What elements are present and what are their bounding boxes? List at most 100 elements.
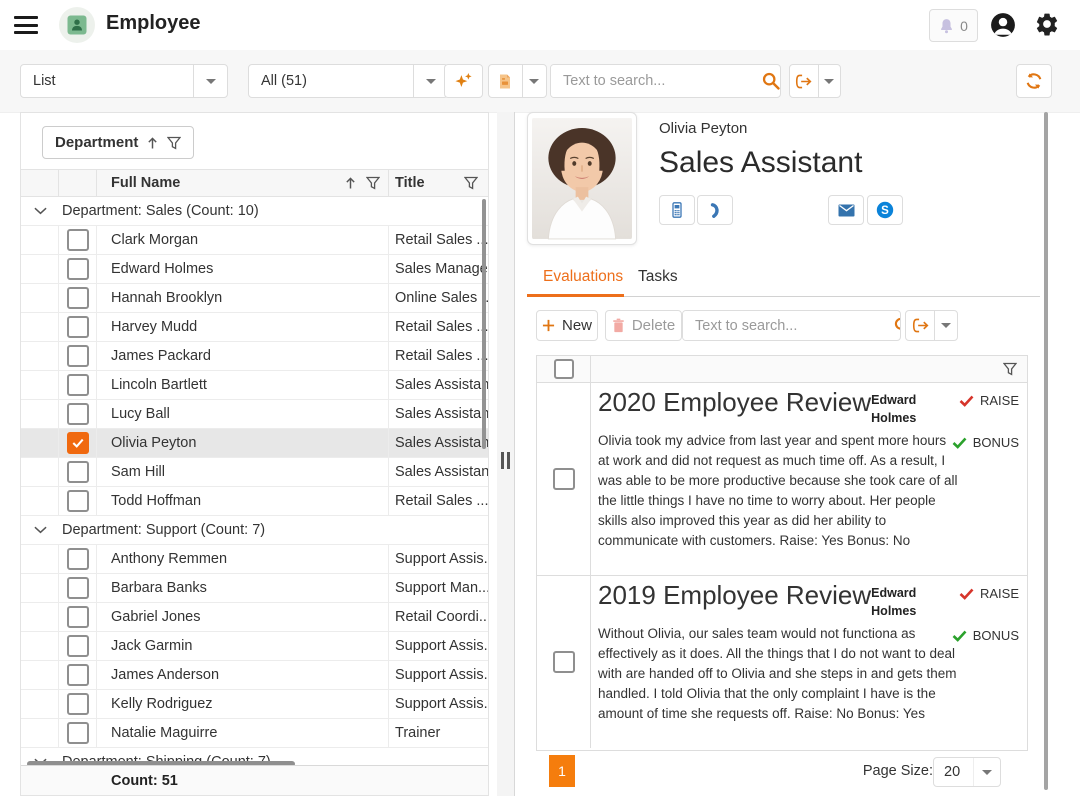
table-row[interactable]: Clark Morgan Retail Sales ...: [21, 226, 488, 255]
row-checkbox-checked[interactable]: [66, 432, 89, 454]
vertical-scrollbar[interactable]: [482, 199, 486, 449]
evaluations-search-button[interactable]: [894, 311, 900, 340]
row-checkbox[interactable]: [66, 316, 89, 338]
hamburger-menu-icon[interactable]: [14, 16, 38, 34]
table-row[interactable]: Hannah Brooklyn Online Sales ...: [21, 284, 488, 313]
row-checkbox[interactable]: [66, 635, 89, 657]
export-document-split-button[interactable]: [488, 64, 547, 98]
notifications-button[interactable]: 0: [929, 9, 978, 42]
refresh-button[interactable]: [1016, 64, 1052, 98]
row-checkbox[interactable]: [66, 490, 89, 512]
new-button[interactable]: New: [536, 310, 598, 341]
delete-button-label: Delete: [631, 317, 676, 334]
splitter-handle[interactable]: [501, 452, 510, 469]
table-row[interactable]: Sam Hill Sales Assistant: [21, 458, 488, 487]
export-document-dropdown-button[interactable]: [521, 65, 546, 97]
row-checkbox[interactable]: [66, 722, 89, 744]
chevron-down-icon[interactable]: [33, 207, 47, 215]
row-checkbox[interactable]: [66, 548, 89, 570]
cell-title: Support Man...: [395, 580, 488, 596]
column-header-title[interactable]: Title: [389, 170, 488, 196]
email-button[interactable]: [828, 195, 864, 225]
gear-icon[interactable]: [1034, 11, 1060, 37]
filter-selector-dropdown-button[interactable]: [413, 65, 447, 97]
table-row[interactable]: Lincoln Bartlett Sales Assistant: [21, 371, 488, 400]
filter-icon[interactable]: [1003, 362, 1017, 376]
row-checkbox[interactable]: [66, 374, 89, 396]
export-button[interactable]: [790, 65, 818, 97]
table-row[interactable]: Jack Garmin Support Assis...: [21, 632, 488, 661]
review-card-2019[interactable]: 2019 Employee Review Edward Holmes RAISE…: [537, 576, 1027, 748]
skype-button[interactable]: S: [867, 195, 903, 225]
sort-up-icon[interactable]: [147, 136, 158, 150]
account-icon[interactable]: [990, 12, 1016, 38]
row-checkbox[interactable]: [66, 403, 89, 425]
table-row[interactable]: Todd Hoffman Retail Sales ...: [21, 487, 488, 516]
evaluations-export-button[interactable]: [906, 311, 934, 340]
search-button[interactable]: [762, 65, 780, 97]
row-checkbox[interactable]: [66, 577, 89, 599]
main-search-box[interactable]: [550, 64, 781, 98]
group-row-support[interactable]: Department: Support (Count: 7): [21, 516, 488, 545]
select-all-checkbox[interactable]: [553, 359, 574, 379]
tab-evaluations[interactable]: Evaluations: [543, 268, 624, 285]
table-row[interactable]: Kelly Rodriguez Support Assis...: [21, 690, 488, 719]
page-size-selector[interactable]: 20: [933, 757, 1001, 787]
row-checkbox[interactable]: [66, 229, 89, 251]
row-checkbox[interactable]: [66, 461, 89, 483]
export-split-button[interactable]: [789, 64, 841, 98]
expand-column-header: [21, 170, 59, 196]
row-checkbox[interactable]: [66, 693, 89, 715]
tab-tasks[interactable]: Tasks: [638, 268, 678, 285]
row-checkbox[interactable]: [552, 651, 575, 673]
table-row[interactable]: Edward Holmes Sales Manager: [21, 255, 488, 284]
cell-title: Online Sales ...: [395, 290, 488, 306]
table-row-selected[interactable]: Olivia Peyton Sales Assistant: [21, 429, 488, 458]
app-logo: [59, 7, 95, 43]
export-dropdown-button[interactable]: [817, 65, 840, 97]
table-row[interactable]: Natalie Maguirre Trainer: [21, 719, 488, 748]
export-document-button[interactable]: [489, 65, 522, 97]
group-panel-chip-department[interactable]: Department: [42, 126, 195, 159]
row-checkbox[interactable]: [66, 664, 89, 686]
filter-icon[interactable]: [464, 176, 478, 190]
group-row-sales[interactable]: Department: Sales (Count: 10): [21, 197, 488, 226]
row-checkbox[interactable]: [66, 287, 89, 309]
chevron-down-icon[interactable]: [33, 526, 47, 534]
ai-assistant-button[interactable]: [444, 64, 483, 98]
delete-button[interactable]: Delete: [605, 310, 682, 341]
view-selector-dropdown-button[interactable]: [193, 65, 227, 97]
table-row[interactable]: James Anderson Support Assis...: [21, 661, 488, 690]
search-input[interactable]: [551, 65, 762, 97]
mobile-phone-button[interactable]: [659, 195, 695, 225]
evaluations-export-dropdown-button[interactable]: [934, 311, 957, 340]
pager-page-1[interactable]: 1: [549, 755, 575, 787]
table-row[interactable]: Harvey Mudd Retail Sales ...: [21, 313, 488, 342]
row-checkbox[interactable]: [66, 345, 89, 367]
table-row[interactable]: Gabriel Jones Retail Coordi...: [21, 603, 488, 632]
table-row[interactable]: Lucy Ball Sales Assistant: [21, 400, 488, 429]
view-selector[interactable]: List: [20, 64, 228, 98]
evaluations-search-input[interactable]: [683, 311, 894, 340]
row-checkbox[interactable]: [66, 606, 89, 628]
table-row[interactable]: Barbara Banks Support Man...: [21, 574, 488, 603]
filter-icon[interactable]: [167, 136, 182, 150]
filter-selector[interactable]: All (51): [248, 64, 448, 98]
filter-icon[interactable]: [366, 176, 380, 190]
sort-up-icon[interactable]: [345, 176, 356, 190]
column-header-full-name[interactable]: Full Name: [97, 170, 389, 196]
page-size-dropdown-button[interactable]: [973, 758, 1000, 786]
evaluations-export-split-button[interactable]: [905, 310, 958, 341]
review-card-2020[interactable]: 2020 Employee Review Edward Holmes RAISE…: [537, 383, 1027, 576]
table-row[interactable]: Anthony Remmen Support Assis...: [21, 545, 488, 574]
employee-logo-icon: [67, 15, 87, 35]
row-checkbox[interactable]: [66, 258, 89, 280]
evaluations-search-box[interactable]: [682, 310, 901, 341]
phone-button[interactable]: [697, 195, 733, 225]
detail-panel-scrollbar[interactable]: [1044, 112, 1048, 790]
row-checkbox[interactable]: [552, 468, 575, 490]
horizontal-scrollbar[interactable]: [27, 761, 295, 767]
cell-title: Trainer: [395, 725, 441, 741]
cell-title: Sales Assistant: [395, 464, 488, 480]
table-row[interactable]: James Packard Retail Sales ...: [21, 342, 488, 371]
